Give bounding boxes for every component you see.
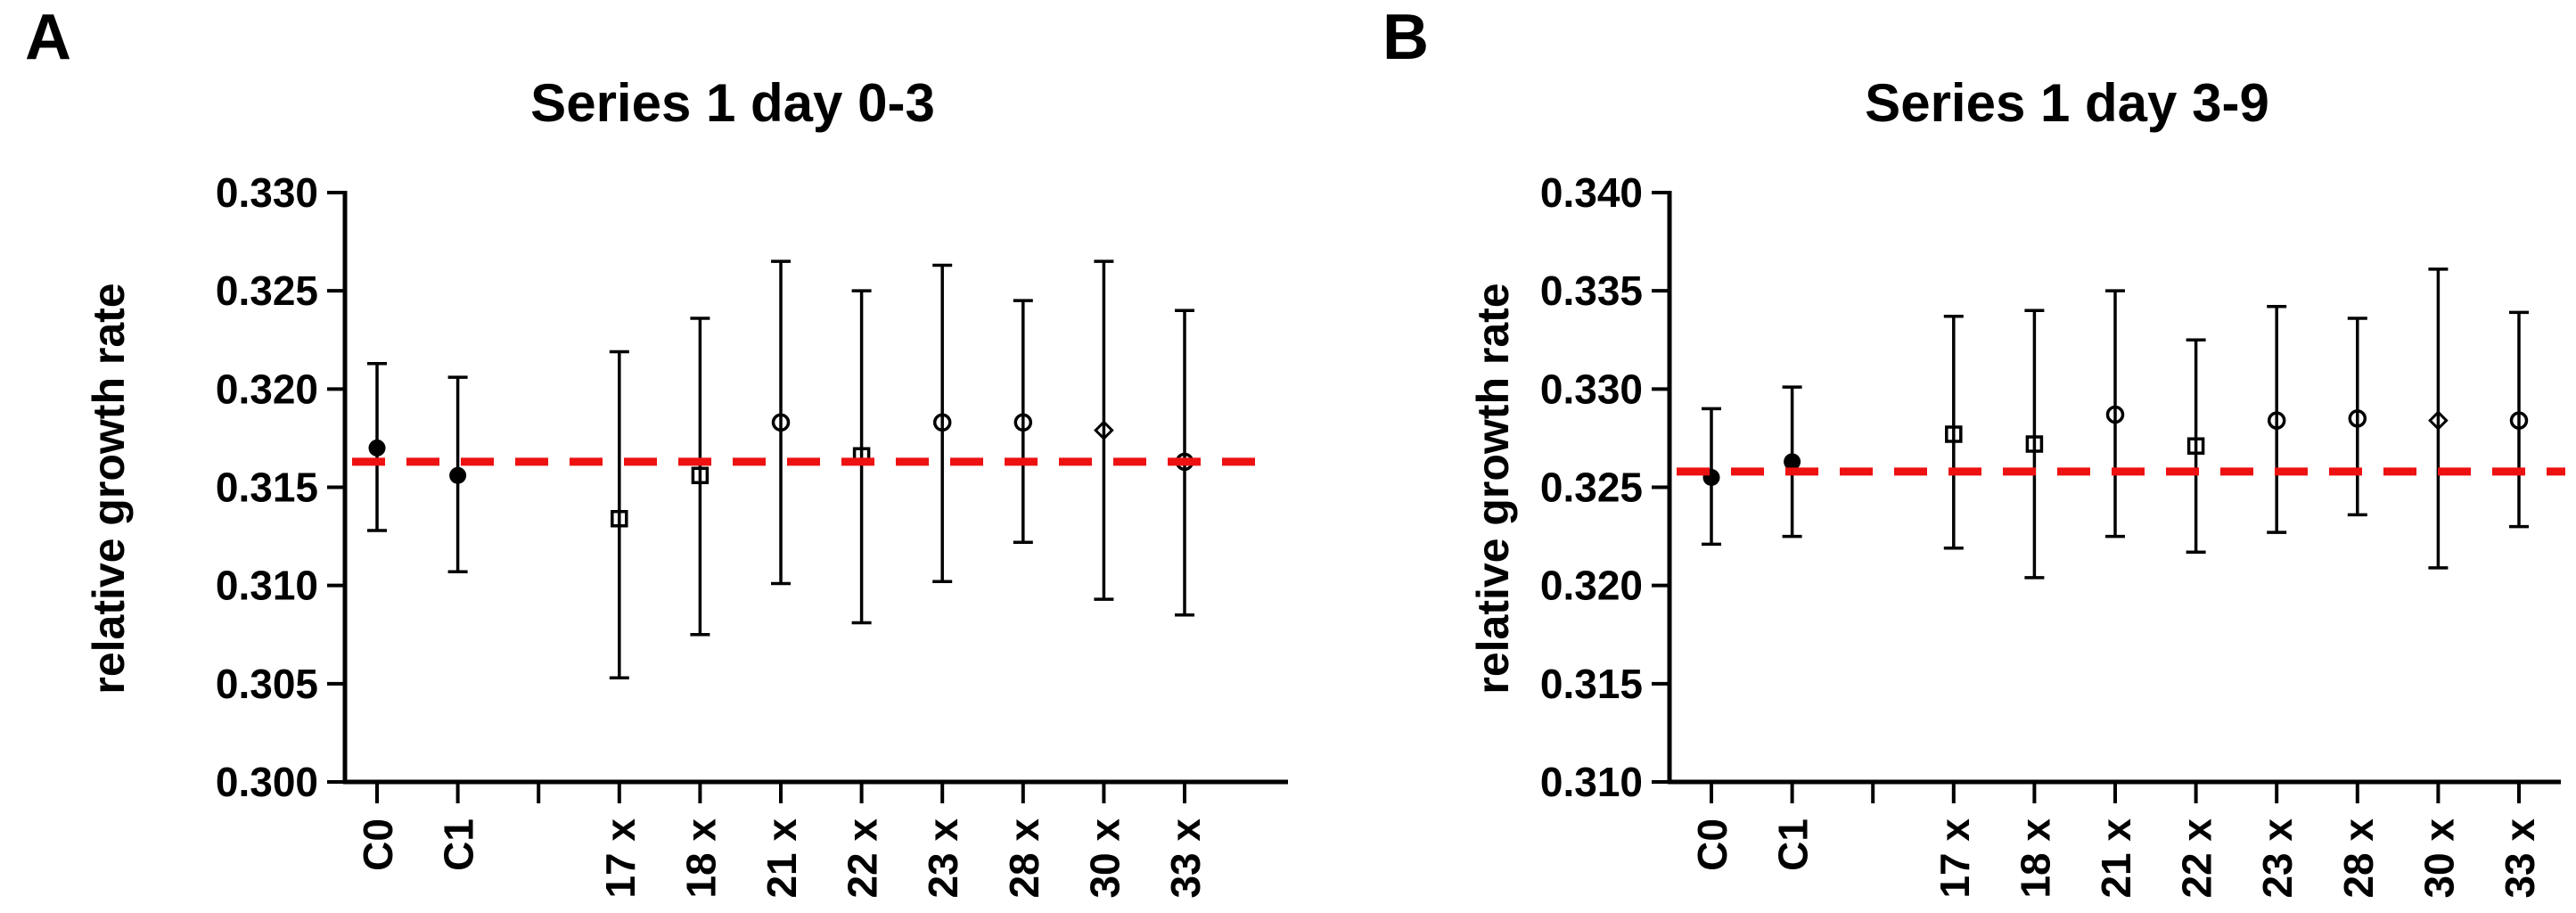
y-tick-label: 0.315 [1540,661,1643,707]
x-category-label: 33 x [2497,818,2543,899]
x-category-label: C0 [1689,818,1735,871]
x-category-label: 17 x [1932,818,1978,899]
x-category-label: C1 [1770,818,1817,871]
x-category-label: 17 x [597,818,644,899]
y-tick-label: 0.320 [216,366,318,412]
x-category-label: 28 x [1001,818,1047,899]
y-tick-label: 0.300 [216,759,318,805]
panel-a-title: Series 1 day 0-3 [530,73,935,133]
y-tick-label: 0.325 [1540,465,1643,511]
x-category-label: 30 x [2416,818,2462,899]
x-category-label: 33 x [1162,818,1209,899]
panel-b-letter: B [1382,2,1429,73]
panel-a-plot-area: 0.300 0.305 0.310 0.315 0.320 0.325 0.330 C0 C1 1… [216,169,1288,899]
x-category-label: 18 x [677,818,724,899]
y-tick-label: 0.305 [216,661,318,707]
y-tick-label: 0.330 [216,169,318,216]
panel-b-title: Series 1 day 3-9 [1865,73,2269,133]
x-category-label: 21 x [759,818,805,899]
x-category-label: C0 [355,818,401,871]
y-tick-label: 0.340 [1540,169,1643,216]
x-category-label: 21 x [2093,818,2139,899]
y-tick-label: 0.330 [1540,366,1643,412]
y-tick-label: 0.325 [216,267,318,314]
panel-a-letter: A [25,2,71,73]
y-tick-label: 0.320 [1540,563,1643,609]
panel-b: B Series 1 day 3-9 relative growth rate … [1288,0,2576,913]
x-category-label: C1 [436,818,482,871]
x-category-label: 28 x [2335,818,2382,899]
panel-a: A Series 1 day 0-3 relative growth rate … [25,2,1288,899]
x-category-label: 22 x [2174,818,2220,899]
x-category-label: 18 x [2012,818,2058,899]
x-category-label: 22 x [840,818,886,899]
x-category-label: 23 x [2254,818,2301,899]
y-tick-label: 0.335 [1540,267,1643,314]
x-category-label: 30 x [1081,818,1128,899]
x-category-label: 23 x [920,818,966,899]
y-tick-label: 0.315 [216,465,318,511]
y-tick-label: 0.310 [1540,759,1643,805]
y-tick-label: 0.310 [216,563,318,609]
panel-b-plot-area: 0.310 0.315 0.320 0.325 0.330 0.335 0.340 C0 C1 1… [1540,169,2565,899]
